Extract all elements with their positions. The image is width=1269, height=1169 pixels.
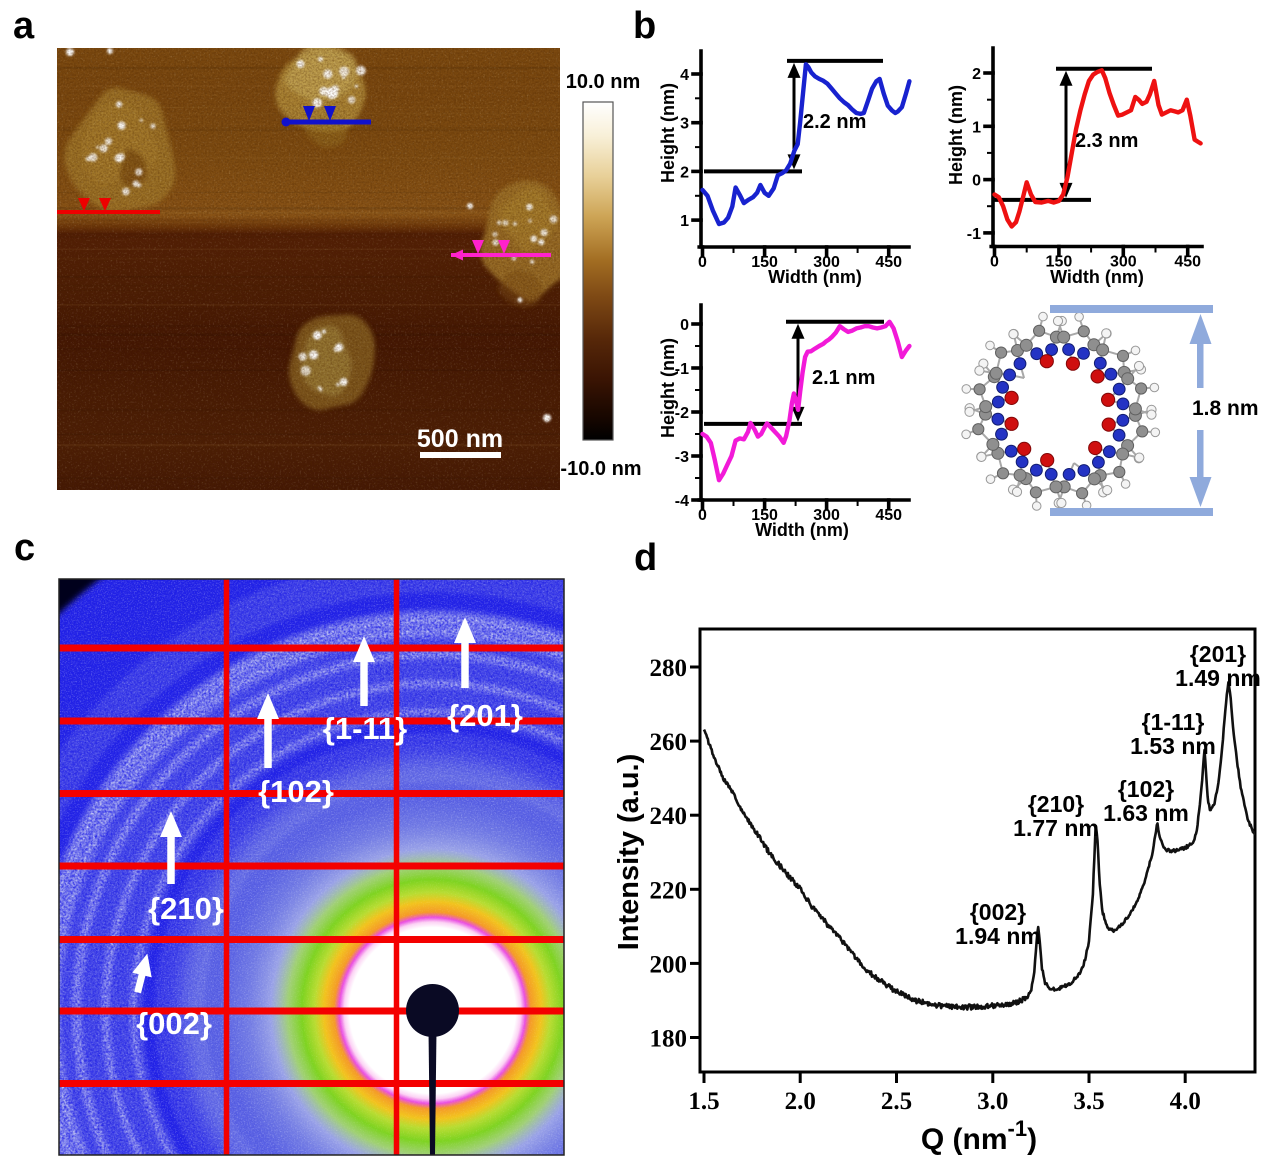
svg-text:{102}: {102} xyxy=(1118,776,1174,802)
svg-text:150: 150 xyxy=(751,254,778,271)
svg-text:-1: -1 xyxy=(675,361,689,378)
svg-text:-1: -1 xyxy=(967,226,981,243)
svg-text:Height (nm): Height (nm) xyxy=(658,83,678,183)
svg-text:b: b xyxy=(633,5,656,47)
svg-text:1.53 nm: 1.53 nm xyxy=(1130,733,1216,759)
svg-text:{102}: {102} xyxy=(258,774,334,809)
svg-text:2.5: 2.5 xyxy=(881,1088,912,1115)
svg-text:1: 1 xyxy=(972,119,981,136)
svg-text:{210}: {210} xyxy=(1028,791,1084,817)
svg-text:{002}: {002} xyxy=(970,899,1026,925)
svg-text:2.1 nm: 2.1 nm xyxy=(812,367,875,389)
svg-text:{201}: {201} xyxy=(1190,641,1246,667)
svg-text:280: 280 xyxy=(650,655,688,682)
svg-text:0: 0 xyxy=(680,317,689,334)
svg-text:0: 0 xyxy=(698,254,707,271)
svg-text:0: 0 xyxy=(972,173,981,190)
svg-text:150: 150 xyxy=(1046,254,1073,271)
svg-text:Intensity (a.u.): Intensity (a.u.) xyxy=(613,754,645,951)
svg-text:{002}: {002} xyxy=(136,1006,212,1041)
svg-text:2: 2 xyxy=(680,164,689,181)
svg-text:220: 220 xyxy=(650,877,688,904)
svg-text:200: 200 xyxy=(650,951,688,978)
svg-text:{1-11}: {1-11} xyxy=(1142,709,1205,735)
svg-text:4.0: 4.0 xyxy=(1170,1088,1201,1115)
svg-text:2.2 nm: 2.2 nm xyxy=(803,111,866,133)
svg-text:2: 2 xyxy=(972,66,981,83)
svg-text:300: 300 xyxy=(813,507,840,524)
svg-text:1.5: 1.5 xyxy=(688,1088,719,1115)
svg-text:10.0 nm: 10.0 nm xyxy=(566,71,640,93)
svg-text:0: 0 xyxy=(698,507,707,524)
svg-text:Width (nm): Width (nm) xyxy=(1050,267,1144,287)
svg-text:d: d xyxy=(634,537,657,579)
svg-text:2.3 nm: 2.3 nm xyxy=(1075,130,1138,152)
svg-text:500 nm: 500 nm xyxy=(417,425,503,453)
svg-text:4: 4 xyxy=(680,67,689,84)
svg-text:2.0: 2.0 xyxy=(785,1088,816,1115)
svg-text:Height (nm): Height (nm) xyxy=(946,85,966,185)
svg-text:260: 260 xyxy=(650,729,688,756)
svg-text:1.49 nm: 1.49 nm xyxy=(1175,665,1261,691)
svg-text:{210}: {210} xyxy=(148,891,224,926)
svg-text:Width (nm): Width (nm) xyxy=(768,267,862,287)
svg-text:150: 150 xyxy=(751,507,778,524)
svg-text:-3: -3 xyxy=(675,449,689,466)
svg-text:450: 450 xyxy=(875,507,902,524)
svg-text:450: 450 xyxy=(875,254,902,271)
svg-text:-4: -4 xyxy=(675,493,689,510)
svg-text:a: a xyxy=(13,5,35,47)
svg-text:-2: -2 xyxy=(675,405,689,422)
svg-text:c: c xyxy=(14,527,35,569)
svg-text:1: 1 xyxy=(680,213,689,230)
svg-text:Height (nm): Height (nm) xyxy=(658,338,678,438)
svg-text:300: 300 xyxy=(813,254,840,271)
svg-text:{1-11}: {1-11} xyxy=(323,711,407,746)
svg-text:{201}: {201} xyxy=(447,698,523,733)
svg-text:1.77 nm: 1.77 nm xyxy=(1013,815,1099,841)
svg-text:1.63 nm: 1.63 nm xyxy=(1103,800,1189,826)
svg-text:450: 450 xyxy=(1174,254,1201,271)
svg-text:3.0: 3.0 xyxy=(977,1088,1008,1115)
svg-text:Width (nm): Width (nm) xyxy=(755,520,849,540)
svg-text:240: 240 xyxy=(650,803,688,830)
svg-text:300: 300 xyxy=(1110,254,1137,271)
svg-text:3.5: 3.5 xyxy=(1073,1088,1104,1115)
svg-text:180: 180 xyxy=(650,1026,688,1053)
svg-text:0: 0 xyxy=(990,254,999,271)
svg-text:1.94 nm: 1.94 nm xyxy=(955,923,1041,949)
svg-text:1.8 nm: 1.8 nm xyxy=(1192,397,1259,420)
svg-text:3: 3 xyxy=(680,116,689,133)
svg-text:-10.0 nm: -10.0 nm xyxy=(560,458,641,480)
